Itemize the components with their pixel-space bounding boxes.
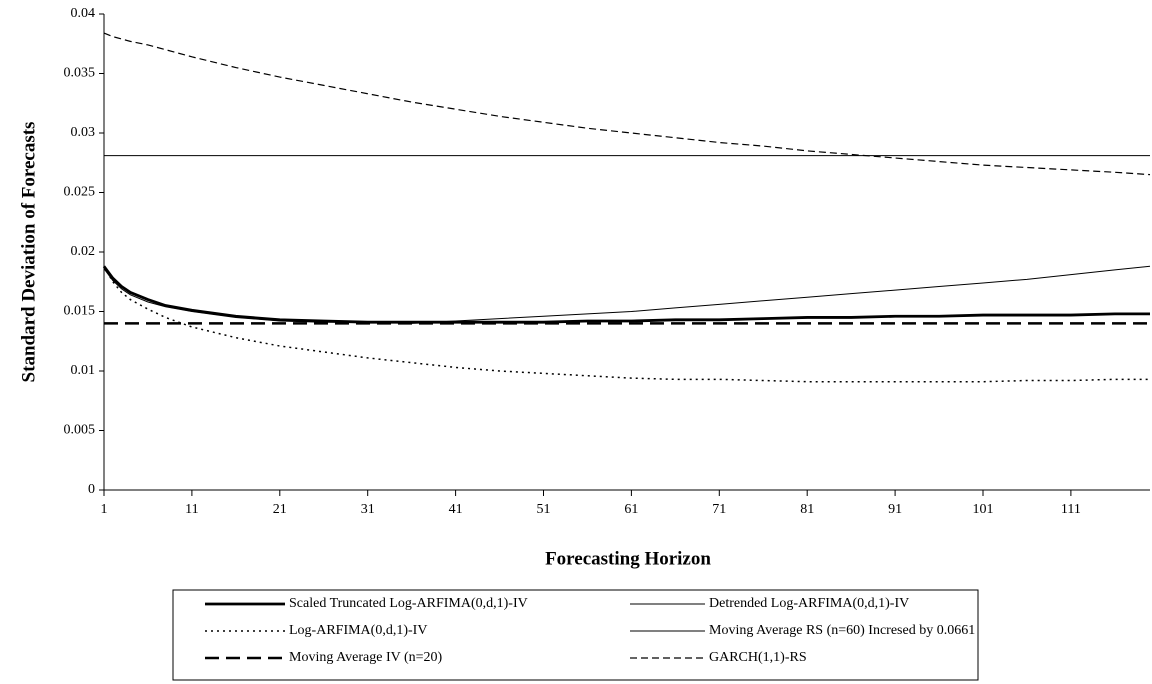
x-tick-label: 31 [361, 502, 375, 517]
y-tick-label: 0.035 [64, 66, 96, 81]
x-tick-label: 111 [1061, 502, 1081, 517]
y-tick-label: 0 [88, 482, 95, 497]
series-line [102, 265, 1150, 324]
series-line [103, 265, 1151, 324]
x-axis-title: Forecasting Horizon [545, 548, 711, 569]
y-tick-label: 0.01 [71, 363, 96, 378]
legend-label: Moving Average IV (n=20) [289, 650, 443, 665]
y-axis-title: Standard Deviation of Forecasts [18, 122, 39, 383]
x-tick-label: 61 [624, 502, 638, 517]
y-tick-label: 0.04 [71, 6, 96, 21]
legend-label: Scaled Truncated Log-ARFIMA(0,d,1)-IV [289, 596, 528, 611]
legend-label: GARCH(1,1)-RS [709, 650, 807, 665]
y-tick-label: 0.03 [71, 125, 96, 140]
legend-label: Log-ARFIMA(0,d,1)-IV [289, 623, 427, 638]
x-tick-label: 91 [888, 502, 902, 517]
x-tick-label: 101 [972, 502, 993, 517]
y-tick-label: 0.015 [64, 304, 96, 319]
y-tick-label: 0.025 [64, 185, 96, 200]
x-tick-label: 21 [273, 502, 287, 517]
x-tick-label: 1 [101, 502, 108, 517]
series-line [103, 32, 1151, 176]
legend-label: Detrended Log-ARFIMA(0,d,1)-IV [709, 596, 909, 611]
legend-label: Moving Average RS (n=60) Incresed by 0.0… [709, 623, 975, 638]
x-tick-label: 81 [800, 502, 814, 517]
x-tick-label: 51 [536, 502, 550, 517]
x-tick-label: 71 [712, 502, 726, 517]
y-tick-label: 0.02 [71, 244, 96, 259]
x-tick-label: 11 [185, 502, 198, 517]
y-tick-label: 0.005 [64, 423, 96, 438]
series-line [103, 265, 1150, 383]
legend-box [172, 589, 979, 681]
x-tick-label: 41 [449, 502, 463, 517]
